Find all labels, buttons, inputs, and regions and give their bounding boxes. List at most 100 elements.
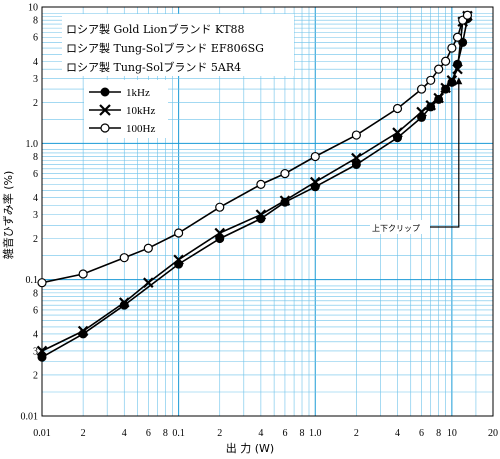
x-tick-label: 6	[419, 428, 424, 439]
y-tick-label: 8	[33, 16, 38, 27]
point-10khz	[433, 92, 444, 104]
y-tick-label: 3	[33, 346, 38, 357]
point-100hz	[426, 75, 436, 85]
point-100hz	[310, 151, 320, 162]
series-10khz	[36, 10, 473, 357]
point-10khz	[143, 277, 154, 288]
point-10khz	[255, 209, 267, 220]
note-line-3: ロシア製 Tung-Solブランド 5AR4	[66, 60, 241, 74]
y-tick-label: 0.1	[26, 275, 39, 286]
point-100hz	[119, 253, 129, 263]
point-100hz	[280, 168, 290, 179]
legend-item-1khz: 1kHz	[89, 87, 150, 99]
point-100hz	[462, 10, 473, 20]
clip-annotation-label: 上下クリップ	[372, 224, 420, 233]
point-100hz	[351, 130, 361, 140]
legend-marker-10khz	[99, 104, 111, 116]
point-100hz	[452, 32, 463, 42]
y-tick-label: 2	[33, 370, 38, 381]
x-tick-label: 1.0	[309, 428, 322, 439]
x-tick-label: 2	[354, 428, 359, 439]
point-100hz	[143, 243, 153, 253]
x-axis-title: 出 力 (W)	[226, 441, 274, 455]
y-tick-label: 6	[33, 33, 38, 44]
point-10khz	[446, 75, 458, 86]
point-100hz	[37, 278, 47, 288]
point-100hz	[392, 103, 403, 114]
point-1khz	[37, 352, 47, 362]
legend: 1kHz 10kHz 100Hz	[84, 80, 168, 138]
legend-label-100hz: 100Hz	[126, 123, 155, 135]
x-tick-label: 0.1	[172, 428, 185, 439]
point-100hz	[441, 56, 451, 66]
y-tick-label: 8	[33, 152, 38, 163]
series-layer	[36, 10, 473, 362]
x-tick-label: 20	[488, 428, 498, 439]
y-tick-label: 4	[33, 329, 38, 340]
y-tick-label: 0.01	[21, 412, 39, 423]
legend-item-100hz: 100Hz	[89, 123, 155, 135]
point-100hz	[215, 202, 225, 212]
point-1khz	[426, 102, 436, 112]
point-100hz	[174, 228, 184, 238]
legend-marker-100hz	[100, 123, 110, 133]
point-100hz	[447, 43, 457, 53]
x-tick-labels: 0.01 2 4 6 8 0.1 2 4 6 8 1.0 2 4 6 8 10 20	[33, 428, 498, 439]
point-10khz	[118, 297, 130, 308]
point-10khz	[416, 106, 427, 118]
x-tick-label: 6	[146, 428, 151, 439]
y-axis-title: 雑音ひずみ率 (%)	[1, 171, 15, 260]
y-tick-label: 8	[33, 288, 38, 299]
point-10khz	[173, 254, 184, 266]
x-tick-label: 8	[300, 428, 305, 439]
y-tick-label: 3	[33, 210, 38, 221]
point-10khz	[309, 176, 321, 188]
x-tick-label: 0.01	[33, 428, 51, 439]
point-100hz	[256, 179, 266, 189]
y-tick-label: 2	[33, 98, 38, 109]
point-10khz	[392, 127, 403, 138]
x-tick-label: 4	[122, 428, 127, 439]
x-tick-label: 6	[282, 428, 287, 439]
note-line-2: ロシア製 Tung-Solブランド EF806SG	[66, 41, 264, 55]
point-10khz	[425, 100, 436, 111]
y-tick-label: 4	[33, 193, 38, 204]
legend-label-1khz: 1kHz	[126, 87, 150, 99]
point-10khz	[214, 227, 226, 239]
legend-item-10khz: 10kHz	[89, 104, 155, 117]
point-100hz	[434, 64, 444, 74]
clip-annotation-leader	[430, 83, 460, 228]
x-tick-label: 2	[81, 428, 86, 439]
point-10khz	[351, 152, 362, 164]
x-tick-label: 4	[258, 428, 263, 439]
x-tick-label: 8	[163, 428, 168, 439]
x-tick-label: 4	[395, 428, 400, 439]
y-tick-label: 2	[33, 234, 38, 245]
point-100hz	[416, 84, 427, 94]
y-tick-labels: 0.01 2 3 4 6 8 0.1 2 3 4 6 8 1.0 2 3 4 6 8 10	[21, 3, 39, 423]
point-1khz	[351, 159, 361, 169]
point-10khz	[77, 325, 89, 337]
x-tick-label: 2	[217, 428, 222, 439]
x-tick-label: 8	[436, 428, 441, 439]
point-10khz	[279, 195, 291, 206]
point-1khz	[215, 234, 225, 244]
y-tick-label: 1.0	[26, 139, 39, 150]
point-100hz	[78, 269, 88, 279]
legend-label-10khz: 10kHz	[126, 105, 155, 117]
y-tick-label: 4	[33, 57, 38, 68]
point-10khz	[36, 345, 48, 357]
notes-box: ロシア製 Gold Lionブランド KT88 ロシア製 Tung-Solブラン…	[62, 14, 294, 76]
series-100hz	[37, 10, 473, 288]
plot-frame	[41, 6, 494, 417]
y-tick-label: 6	[33, 305, 38, 316]
clip-annotation: 上下クリップ	[370, 77, 463, 234]
legend-marker-1khz	[100, 87, 110, 97]
x-tick-label: 10	[447, 428, 457, 439]
y-tick-label: 3	[33, 74, 38, 85]
y-tick-label: 6	[33, 169, 38, 180]
clip-annotation-arrowhead	[455, 77, 463, 85]
note-line-1: ロシア製 Gold Lionブランド KT88	[66, 22, 245, 36]
point-10khz	[452, 63, 463, 75]
